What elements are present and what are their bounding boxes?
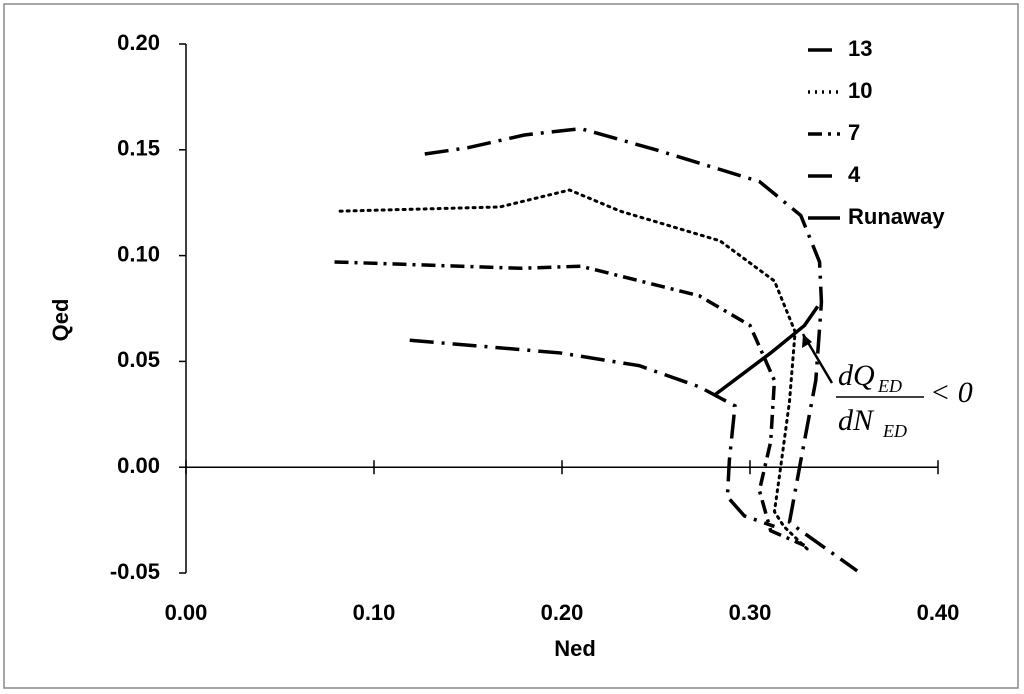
- legend-label: 13: [848, 36, 872, 61]
- annotation-numerator: dQ: [838, 359, 875, 392]
- series-line: [334, 260, 806, 548]
- y-tick-label: 0.15: [117, 136, 160, 161]
- x-tick-label: 0.30: [729, 600, 772, 625]
- y-tick-label: 0.10: [117, 241, 160, 266]
- arrow-head: [802, 334, 812, 348]
- y-tick-label: 0.20: [117, 30, 160, 55]
- series-line: [409, 338, 776, 529]
- series-line: [713, 305, 820, 397]
- annotation-denominator: dN: [838, 404, 875, 437]
- y-axis-label: Qed: [48, 299, 73, 342]
- y-tick-label: 0.05: [117, 347, 160, 372]
- annotation-relation: < 0: [930, 376, 973, 409]
- x-tick-label: 0.10: [353, 600, 396, 625]
- annotation-numerator-sub: ED: [877, 376, 902, 396]
- legend-label: Runaway: [848, 204, 945, 229]
- annotation: dQ ED dN ED < 0: [836, 359, 973, 441]
- y-tick-label: -0.05: [110, 559, 160, 584]
- y-tick-label: 0.00: [117, 453, 160, 478]
- x-tick-label: 0.00: [165, 600, 208, 625]
- x-tick-label: 0.20: [541, 600, 584, 625]
- x-tick-label: 0.40: [917, 600, 960, 625]
- annotation-denominator-sub: ED: [882, 421, 907, 441]
- legend-label: 4: [848, 162, 861, 187]
- series-line: [424, 126, 859, 573]
- series-line: [338, 188, 812, 554]
- chart-border: [3, 3, 1019, 689]
- legend-label: 7: [848, 120, 860, 145]
- x-axis-label: Ned: [554, 636, 596, 661]
- legend-label: 10: [848, 78, 872, 103]
